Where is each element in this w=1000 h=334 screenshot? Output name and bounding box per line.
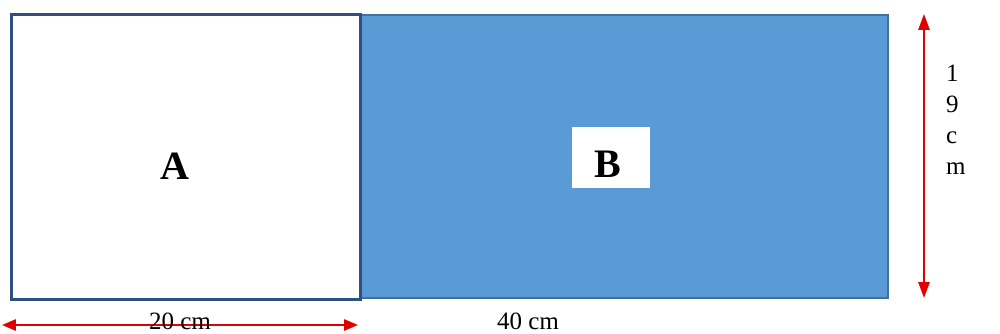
rectangle-a	[10, 13, 362, 301]
height-label-char: 1	[946, 60, 959, 87]
width-arrow	[2, 319, 358, 331]
label-b: B	[594, 141, 621, 186]
height-label-char: m	[946, 153, 966, 180]
width-b-label: 40 cm	[497, 308, 559, 334]
label-a: A	[160, 143, 189, 188]
height-label-char: c	[946, 122, 958, 149]
width-a-label: 20 cm	[149, 308, 211, 334]
height-label-char: 9	[946, 91, 959, 118]
height-label: 1 9 c m	[946, 58, 986, 182]
height-arrow	[918, 14, 930, 298]
label-b-background	[572, 127, 650, 188]
